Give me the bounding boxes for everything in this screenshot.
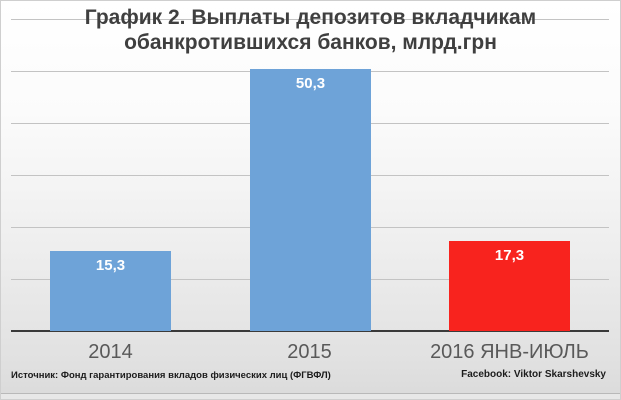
chart-title-line-2: обанкротившихся банков, млрд.грн — [124, 31, 497, 54]
source-note: Источник: Фонд гарантирования вкладов фи… — [11, 370, 331, 381]
chart-title-line-1: График 2. Выплаты депозитов вкладчикам — [84, 6, 537, 29]
bar-2015: 50,3 — [250, 69, 371, 331]
gridline-60 — [11, 19, 609, 20]
bar-value-label: 15,3 — [95, 257, 126, 274]
x-axis-line — [11, 330, 609, 332]
credit-note: Facebook: Viktor Skarshevsky — [461, 369, 606, 380]
bar-2014: 15,3 — [50, 251, 171, 331]
category-label-2014: 2014 — [88, 341, 133, 363]
bar-value-label: 50,3 — [295, 75, 326, 92]
category-label-2015: 2015 — [287, 341, 332, 363]
bar-2016: 17,3 — [449, 241, 570, 331]
chart-title: График 2. Выплаты депозитов вкладчикам о… — [1, 5, 620, 55]
category-label-2016: 2016 ЯНВ-ИЮЛЬ — [430, 341, 589, 363]
bar-value-label: 17,3 — [494, 247, 525, 264]
slide-bottom-edge — [1, 393, 620, 399]
